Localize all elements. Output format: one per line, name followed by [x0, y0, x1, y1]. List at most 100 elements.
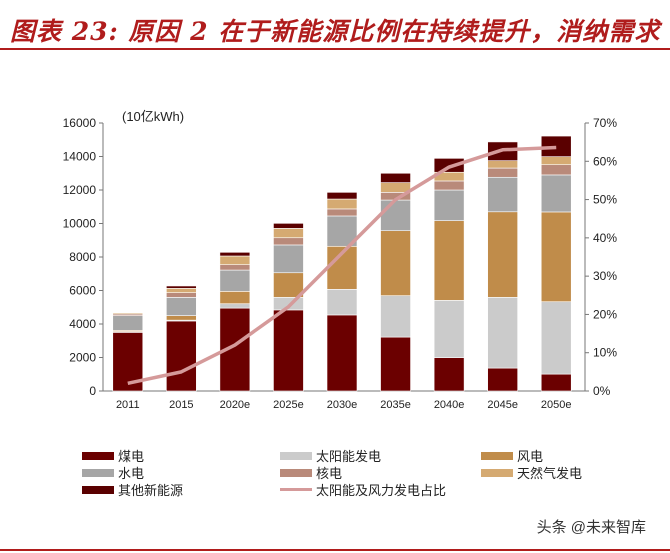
legend-swatch: [481, 451, 513, 460]
y2-tick-label: 70%: [593, 116, 617, 130]
y-tick-label: 8000: [69, 250, 96, 264]
bar-segment: [219, 264, 251, 271]
legend-swatch: [280, 468, 312, 477]
x-tick-label: 2015: [169, 399, 193, 411]
legend-label: 煤电: [118, 450, 145, 465]
bar-segment: [380, 199, 411, 232]
legend-item: 太阳能发电: [280, 446, 381, 465]
bar-segment: [166, 285, 197, 289]
x-tick-label: 2020e: [220, 399, 251, 411]
bar-segment: [326, 314, 358, 392]
legend-label: 天然气发电: [517, 467, 583, 482]
legend-swatch: [82, 485, 114, 494]
y2-tick-label: 50%: [593, 193, 617, 207]
bar-segment: [219, 255, 251, 266]
bar-segment: [487, 176, 518, 213]
legend-label: 水电: [118, 467, 145, 482]
bar-segment: [166, 315, 197, 321]
x-tick-label: 2011: [116, 399, 140, 411]
x-tick-label: 2035e: [380, 399, 411, 411]
bar-segment: [433, 189, 465, 221]
bar-segment: [380, 182, 411, 193]
bar-segment: [433, 300, 465, 358]
bar-segment: [273, 223, 304, 229]
bar-segment: [219, 269, 251, 292]
bar-segment: [219, 291, 251, 305]
bar-segment: [487, 167, 518, 178]
bottom-rule: [0, 549, 670, 551]
bar-segment: [487, 297, 518, 369]
x-tick-label: 2045e: [487, 399, 518, 411]
bar-segment: [540, 301, 572, 375]
y2-tick-label: 0%: [593, 384, 611, 398]
bar-segment: [273, 309, 304, 392]
legend-item: 煤电: [82, 446, 144, 465]
bar-segment: [326, 192, 358, 200]
x-tick-label: 2025e: [273, 399, 304, 411]
legend-swatch: [82, 451, 114, 460]
bar-segment: [433, 357, 465, 392]
legend-item: 风电: [481, 446, 543, 465]
bar-segment: [326, 289, 358, 316]
bar-segment: [380, 295, 411, 338]
bar-segment: [326, 208, 358, 217]
bar-segment: [112, 315, 144, 331]
bar-segment: [380, 172, 411, 183]
y2-tick-label: 40%: [593, 231, 617, 245]
legend-item: 核电: [280, 463, 342, 482]
legend-item: 水电: [82, 463, 144, 482]
y2-tick-label: 30%: [593, 269, 617, 283]
y2-tick-label: 60%: [593, 154, 617, 168]
bar-segment: [326, 198, 358, 210]
bar-segment: [380, 230, 411, 296]
bar-segment: [540, 373, 572, 392]
bar-segment: [540, 174, 572, 213]
bar-segment: [166, 297, 197, 316]
x-tick-label: 2040e: [434, 399, 465, 411]
legend-swatch: [481, 468, 513, 477]
legend-label: 风电: [517, 450, 544, 465]
bar-segment: [273, 228, 304, 239]
y-tick-label: 6000: [69, 284, 96, 298]
x-tick-label: 2030e: [327, 399, 358, 411]
legend-item: 天然气发电: [481, 463, 582, 482]
bar-segment: [273, 237, 304, 246]
legend-label: 太阳能发电: [316, 450, 382, 465]
bar-segment: [540, 211, 572, 303]
legend-item: 太阳能及风力发电占比: [280, 480, 446, 499]
x-tick-label: 2050e: [541, 399, 572, 411]
y-tick-label: 16000: [63, 116, 97, 130]
bar-segment: [112, 311, 144, 314]
bar-segment: [273, 272, 304, 298]
y2-tick-label: 10%: [593, 346, 617, 360]
bar-segment: [219, 303, 251, 309]
watermark: 头条 @未来智库: [536, 519, 646, 536]
legend-label: 太阳能及风力发电占比: [316, 484, 447, 499]
y-tick-label: 0: [89, 384, 96, 398]
legend-swatch: [280, 488, 312, 491]
bar-segment: [540, 135, 572, 157]
y2-tick-label: 20%: [593, 307, 617, 321]
legend-label: 其他新能源: [118, 484, 184, 499]
y-tick-label: 10000: [63, 217, 97, 231]
y-axis-unit: (10亿kWh): [122, 109, 185, 124]
chart-title: 图表 23: 原因 2 在于新能源比例在持续提升，消纳需求: [10, 17, 661, 46]
bar-segment: [540, 156, 572, 166]
legend-swatch: [280, 451, 312, 460]
bar-segment: [166, 320, 197, 392]
legend-swatch: [82, 468, 114, 477]
bar-segment: [433, 220, 465, 301]
legend-label: 核电: [316, 467, 343, 482]
y-tick-label: 2000: [69, 351, 96, 365]
bar-segment: [433, 180, 465, 191]
bar-segment: [273, 244, 304, 274]
bar-segment: [166, 292, 197, 298]
y-tick-label: 12000: [63, 183, 97, 197]
y-tick-label: 14000: [63, 150, 97, 164]
bar-segment: [380, 336, 411, 392]
bar-segment: [166, 288, 197, 293]
bar-segment: [487, 367, 518, 392]
y-tick-label: 4000: [69, 317, 96, 331]
title-rule: [0, 48, 670, 50]
